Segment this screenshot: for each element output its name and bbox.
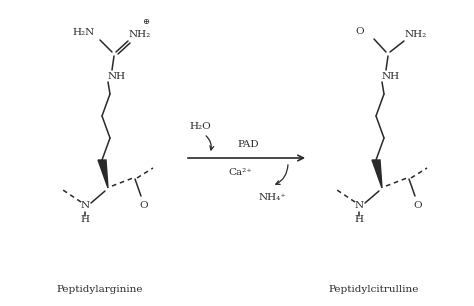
Text: NH₂: NH₂ xyxy=(129,29,151,39)
Text: H: H xyxy=(355,215,364,225)
Text: N: N xyxy=(81,201,90,211)
Text: Peptidylcitrulline: Peptidylcitrulline xyxy=(329,285,419,294)
Text: H₂O: H₂O xyxy=(189,121,211,130)
Text: H₂N: H₂N xyxy=(73,28,95,36)
Text: O: O xyxy=(140,201,148,211)
Text: O: O xyxy=(356,27,365,35)
Text: NH₂: NH₂ xyxy=(405,29,427,39)
Text: Peptidylarginine: Peptidylarginine xyxy=(57,285,143,294)
Text: Ca²⁺: Ca²⁺ xyxy=(228,167,252,177)
Polygon shape xyxy=(372,160,382,188)
Text: N: N xyxy=(355,201,364,211)
Text: NH₄⁺: NH₄⁺ xyxy=(258,193,286,203)
Text: NH: NH xyxy=(108,72,126,80)
Text: H: H xyxy=(81,215,90,225)
Text: ⊕: ⊕ xyxy=(143,18,149,26)
Polygon shape xyxy=(98,160,108,188)
Text: PAD: PAD xyxy=(237,140,259,148)
Text: NH: NH xyxy=(382,72,400,80)
Text: O: O xyxy=(414,201,422,211)
